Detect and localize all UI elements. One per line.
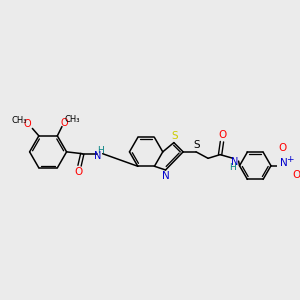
Text: S: S xyxy=(172,131,178,141)
Text: O: O xyxy=(24,119,32,129)
Text: N: N xyxy=(162,171,170,182)
Text: CH₃: CH₃ xyxy=(64,115,80,124)
Text: CH₃: CH₃ xyxy=(12,116,27,124)
Text: O: O xyxy=(293,170,300,180)
Text: O: O xyxy=(278,143,286,153)
Text: O: O xyxy=(74,167,83,177)
Text: N: N xyxy=(231,157,239,167)
Text: O: O xyxy=(219,130,227,140)
Text: +: + xyxy=(286,155,293,164)
Text: S: S xyxy=(194,140,200,150)
Text: H: H xyxy=(98,146,104,155)
Text: N: N xyxy=(280,158,288,168)
Text: O: O xyxy=(61,118,68,128)
Text: N: N xyxy=(94,152,102,161)
Text: H: H xyxy=(229,163,236,172)
